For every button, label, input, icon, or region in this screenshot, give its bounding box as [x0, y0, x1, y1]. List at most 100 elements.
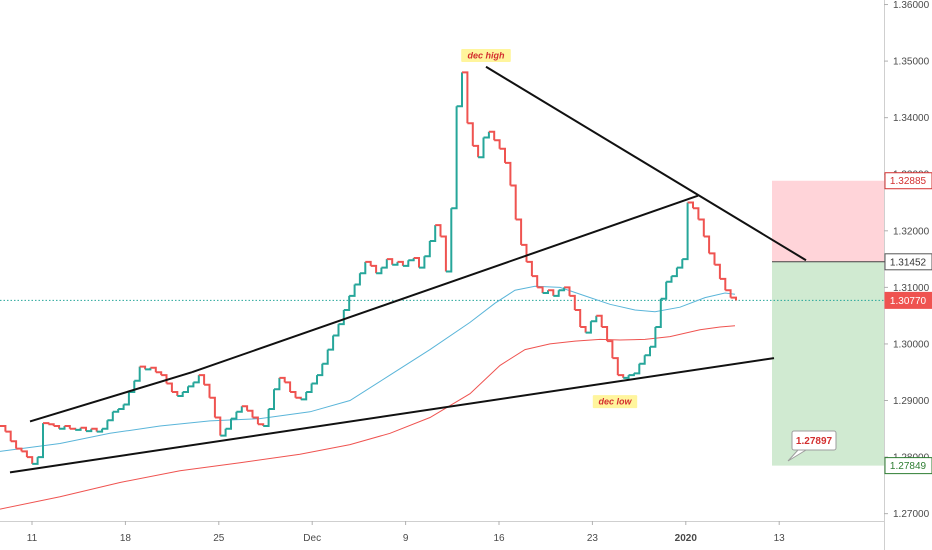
price-callout: 1.27897 [787, 430, 837, 462]
price-segment [290, 391, 297, 398]
x-tick-label: 2020 [675, 533, 698, 544]
price-segment [709, 252, 716, 265]
price-segment [53, 425, 61, 429]
price-segment [10, 440, 18, 449]
price-segment [80, 426, 87, 432]
price-segment [402, 260, 410, 267]
price-segment [730, 296, 737, 301]
price-segment [456, 72, 463, 108]
price-segment [370, 264, 378, 274]
trend-lines[interactable] [9, 65, 807, 474]
long-position-tool[interactable] [0, 180, 932, 466]
price-segment [343, 295, 351, 311]
price-segment [21, 450, 28, 458]
annotation-box [592, 395, 638, 409]
price-segment [531, 275, 539, 288]
price-segment [655, 298, 662, 328]
price-segment [386, 258, 394, 265]
price-segment [338, 310, 345, 326]
price-segment [193, 375, 200, 384]
x-tick-label: 11 [27, 533, 38, 544]
price-segment [612, 357, 619, 376]
price-segment [204, 383, 211, 398]
price-segment [349, 284, 356, 297]
price-segment [220, 428, 227, 437]
price-segment [300, 392, 308, 401]
price-segment [284, 381, 292, 392]
price-segment [628, 373, 635, 377]
price-segment [650, 327, 657, 348]
price-segment [617, 374, 625, 378]
price-segment [295, 396, 302, 400]
price-segment [719, 277, 727, 291]
price-segment [526, 260, 533, 277]
price-axis-labels: 1.32885 1.31452 1.30770 1.27849 [884, 172, 932, 475]
moving-averages [0, 285, 736, 510]
price-segment [499, 147, 506, 163]
price-segment [166, 382, 173, 392]
callout-value: 1.27897 [796, 436, 833, 447]
price-segment [553, 290, 560, 297]
price-segment [263, 409, 270, 427]
price-segment [682, 202, 689, 261]
price-segment [601, 326, 609, 342]
price-segment [376, 267, 383, 275]
price-segment [112, 409, 120, 413]
trend-line-1[interactable] [29, 371, 193, 423]
price-segment [354, 273, 361, 286]
price-segment [150, 366, 157, 373]
price-segment [102, 420, 109, 430]
price-label-box [884, 172, 932, 190]
price-segment [703, 235, 711, 254]
price-segment [236, 406, 243, 413]
annotations: dec high dec low [461, 48, 638, 409]
price-segment [666, 276, 673, 283]
price-series [0, 71, 737, 465]
trend-line-4[interactable] [485, 65, 807, 262]
axes [0, 0, 885, 550]
trend-line-2[interactable] [191, 194, 699, 374]
price-segment [419, 256, 426, 269]
price-label-box [884, 457, 932, 475]
price-segment [462, 71, 469, 124]
price-segment [451, 106, 458, 210]
price-segment [381, 259, 388, 269]
price-segment [440, 235, 447, 272]
price-label-box [884, 253, 932, 271]
price-segment [333, 324, 340, 337]
price-segment [671, 267, 678, 278]
price-segment [32, 457, 39, 465]
price-segment [693, 207, 700, 220]
price-segment [596, 314, 603, 327]
x-tick-label: 23 [587, 533, 599, 544]
price-segment [48, 423, 55, 426]
y-tick-label: 1.30000 [893, 339, 930, 350]
price-segment [37, 423, 44, 459]
price-segment [478, 137, 485, 159]
price-segment [171, 391, 179, 396]
price-segment [676, 259, 684, 269]
price-segment [633, 363, 641, 375]
price-segment [0, 425, 7, 432]
price-segment [123, 392, 130, 406]
price-segment [510, 184, 517, 220]
x-tick-label: 25 [213, 533, 225, 544]
price-segment [445, 208, 453, 273]
price-segment [5, 430, 12, 442]
price-segment [505, 161, 512, 186]
price-segment [177, 392, 184, 397]
y-tick-label: 1.32000 [893, 226, 930, 237]
price-segment [435, 224, 442, 237]
price-label: 1.32885 [890, 176, 927, 187]
price-segment [317, 363, 324, 377]
trend-line-3[interactable] [9, 357, 775, 474]
price-segment [155, 371, 163, 376]
price-segment [564, 286, 571, 296]
y-tick-label: 1.31000 [893, 283, 930, 294]
y-tick-label: 1.34000 [893, 113, 930, 124]
price-segment [714, 263, 721, 279]
price-segment [488, 130, 496, 141]
x-tick-label: 9 [403, 533, 409, 544]
price-label: 1.31452 [890, 257, 927, 268]
